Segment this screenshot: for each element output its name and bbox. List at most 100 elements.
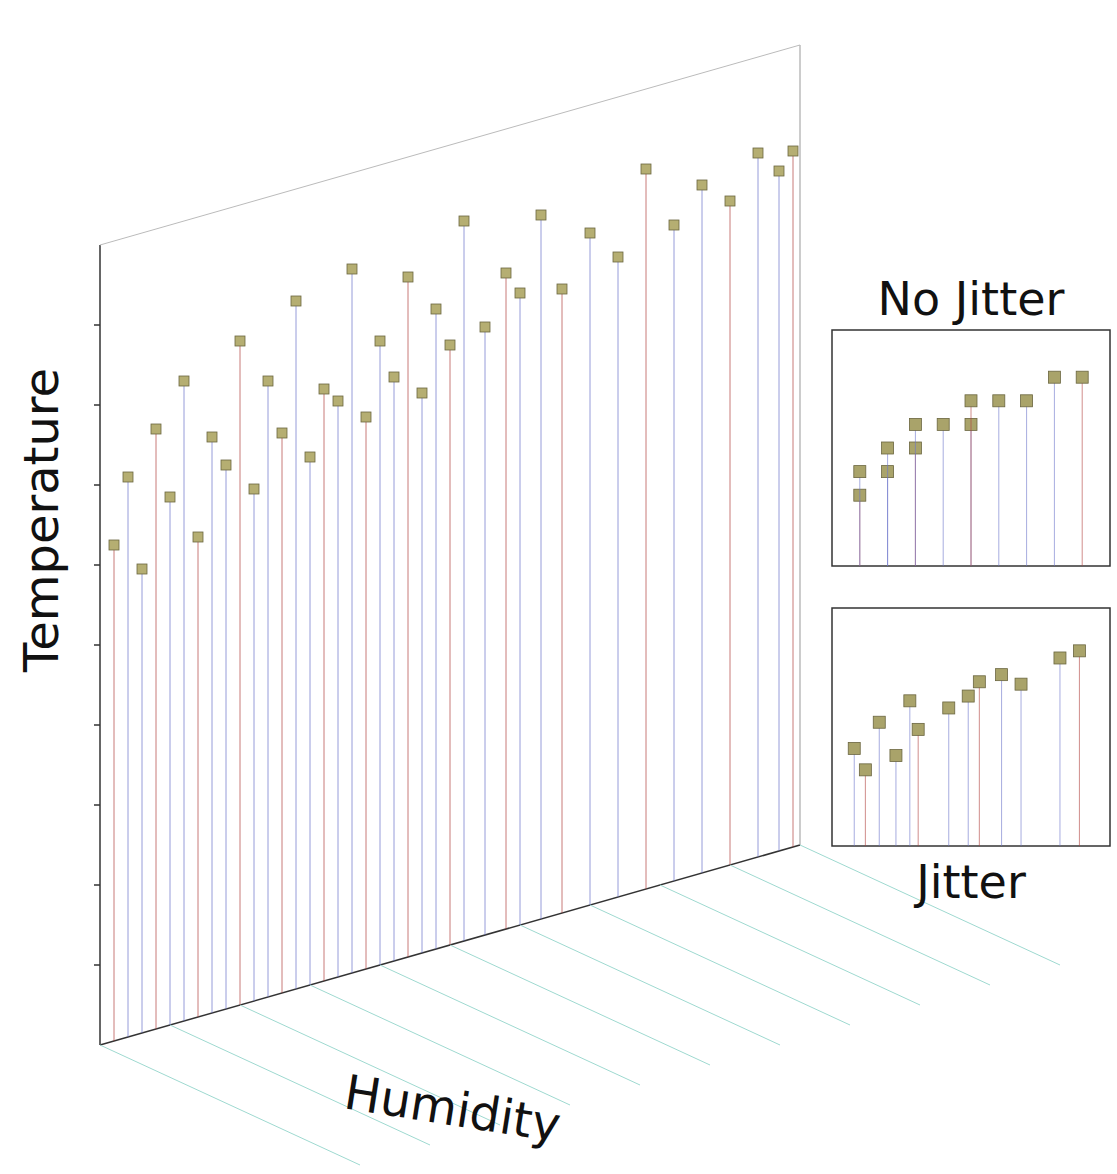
point [943, 702, 955, 714]
drop-line [1059, 658, 1060, 846]
point [993, 395, 1005, 407]
drop-line [854, 748, 855, 846]
frame [94, 45, 1060, 1165]
drop-line [1026, 401, 1027, 566]
drop-line [128, 477, 129, 1037]
point [445, 340, 455, 350]
point [291, 296, 301, 306]
point [305, 452, 315, 462]
point [873, 716, 885, 728]
point [515, 288, 525, 298]
back-edge [800, 45, 801, 845]
point [263, 376, 273, 386]
y-tick [94, 324, 100, 326]
floor-line [800, 845, 1060, 965]
point [669, 220, 679, 230]
inset-frame [832, 608, 1110, 846]
drop-line [282, 433, 283, 993]
point [859, 764, 871, 776]
point [882, 442, 894, 454]
drop-line [464, 221, 465, 941]
point [536, 210, 546, 220]
point [937, 418, 949, 430]
drop-line [380, 341, 381, 965]
drop-line [1079, 651, 1080, 846]
drop-line [948, 708, 949, 846]
point [137, 564, 147, 574]
y-tick [94, 404, 100, 406]
drop-line [779, 171, 780, 851]
inset-marks [854, 371, 1088, 566]
y-tick [94, 804, 100, 806]
inset-title: No Jitter [878, 272, 1065, 326]
point [417, 388, 427, 398]
drop-line [310, 457, 311, 985]
y-tick [94, 484, 100, 486]
drop-line [170, 497, 171, 1025]
point [333, 396, 343, 406]
drop-line [254, 489, 255, 1001]
point [249, 484, 259, 494]
drop-line [485, 327, 486, 935]
drop-line [979, 682, 980, 846]
drop-line [971, 401, 972, 566]
point [361, 412, 371, 422]
point [109, 540, 119, 550]
point [319, 384, 329, 394]
top-edge [100, 45, 800, 245]
drop-line [1082, 377, 1083, 566]
y-axis-title: Temperature [13, 368, 69, 673]
point [347, 264, 357, 274]
floor-line [590, 905, 850, 1025]
chart: TemperatureHumidityNo JitterJitter [0, 0, 1117, 1174]
drop-line [1054, 377, 1055, 566]
drop-line [338, 401, 339, 977]
y-tick [94, 724, 100, 726]
x-axis-title: Humidity [341, 1064, 565, 1153]
point [431, 304, 441, 314]
drop-line [226, 465, 227, 1009]
drop-line [793, 151, 794, 847]
drop-line [968, 696, 969, 846]
drop-line [506, 273, 507, 929]
drop-line [1001, 675, 1002, 846]
y-tick [94, 644, 100, 646]
point [123, 472, 133, 482]
drop-line [394, 377, 395, 961]
drop-line [702, 185, 703, 873]
point [557, 284, 567, 294]
floor-line [520, 925, 780, 1045]
point [753, 148, 763, 158]
drop-line [758, 153, 759, 857]
drop-line [408, 277, 409, 957]
point [890, 750, 902, 762]
drop-line [296, 301, 297, 989]
drop-line [646, 169, 647, 889]
drop-line [184, 381, 185, 1021]
drop-line [915, 424, 916, 566]
point [697, 180, 707, 190]
y-tick [94, 884, 100, 886]
point [912, 723, 924, 735]
drop-line [268, 381, 269, 997]
drop-line [730, 201, 731, 865]
point [459, 216, 469, 226]
drop-line [541, 215, 542, 919]
drop-line [450, 345, 451, 945]
drop-line [520, 293, 521, 925]
point [973, 676, 985, 688]
point [909, 418, 921, 430]
point [774, 166, 784, 176]
drop-line [212, 437, 213, 1013]
drop-line [366, 417, 367, 969]
inset-frame [832, 330, 1110, 566]
floor-line [100, 1045, 360, 1165]
drop-line [324, 389, 325, 981]
floor-line [380, 965, 640, 1085]
drop-line [895, 756, 896, 846]
drop-line [887, 448, 888, 566]
point [1021, 395, 1033, 407]
drop-line [998, 401, 999, 566]
point [151, 424, 161, 434]
point [962, 690, 974, 702]
